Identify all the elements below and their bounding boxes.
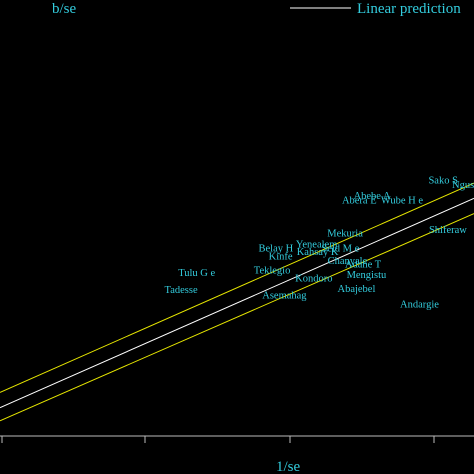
point-label: Seid M e	[321, 244, 359, 255]
point-label: Kinfe	[269, 251, 293, 262]
point-label: Asemahag	[262, 291, 307, 302]
ci-upper-line	[0, 182, 474, 393]
x-axis-ticks	[1, 436, 435, 443]
point-label: Mengistu	[347, 270, 387, 281]
point-label: Abajebel	[337, 284, 375, 295]
point-label: Abera E	[342, 195, 377, 206]
confidence-band-lines	[0, 182, 474, 422]
point-label: Kondoro	[295, 273, 332, 284]
point-label: Belay H	[259, 244, 294, 255]
point-label: Ngusie	[452, 180, 474, 191]
point-label: Mekuria	[327, 228, 363, 239]
point-label: Shiferaw	[429, 225, 467, 236]
point-label: Wube H e	[381, 195, 423, 206]
point-label: Sako S	[428, 176, 458, 187]
ci-lower-line	[0, 213, 474, 422]
y-axis-title: b/se	[52, 1, 77, 17]
point-label: Tulu G e	[178, 268, 215, 279]
point-label: Yenealem	[296, 240, 338, 251]
point-label: Abebe A	[354, 191, 391, 202]
point-label: Kahsay K	[297, 247, 339, 258]
point-label: Tadesse	[165, 285, 198, 296]
point-label: Andargie	[400, 299, 439, 310]
fit-line	[0, 197, 474, 409]
point-label: Teklegio	[254, 265, 291, 276]
point-label: Chanyale	[328, 256, 368, 267]
legend-label: Linear prediction	[357, 1, 461, 17]
point-label: Adane T	[345, 259, 382, 270]
fit-line-group	[0, 197, 474, 409]
x-axis-title: 1/se	[276, 459, 301, 474]
